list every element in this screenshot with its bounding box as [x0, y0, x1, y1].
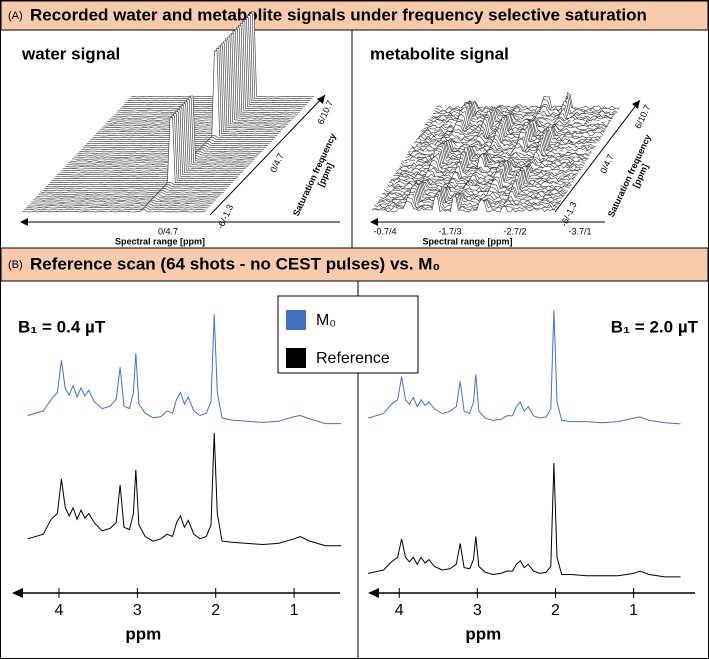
trace	[31, 199, 215, 203]
x-tick-label: 2	[551, 602, 560, 619]
x-tick-label: 4	[55, 602, 64, 619]
trace	[108, 34, 292, 121]
x-tick-label: 1	[290, 602, 299, 619]
trace	[68, 97, 252, 164]
trace	[23, 207, 207, 211]
trace	[105, 38, 289, 125]
trace	[29, 201, 213, 205]
trace	[55, 111, 239, 178]
trace	[36, 193, 220, 197]
x-axis-label: ppm	[125, 624, 161, 643]
x-axis-label: Spectral range [ppm]	[422, 236, 512, 246]
trace	[75, 152, 259, 156]
trace	[116, 26, 300, 113]
trace	[49, 116, 233, 184]
arrow	[317, 95, 325, 104]
trace	[64, 101, 248, 168]
trace	[112, 30, 296, 117]
trace	[103, 40, 287, 127]
trace	[57, 109, 241, 176]
trace	[44, 185, 228, 189]
trace	[25, 205, 209, 209]
trace	[27, 203, 211, 207]
spectrum-line	[27, 314, 342, 425]
trace	[21, 209, 206, 213]
trace	[53, 113, 237, 180]
x-tick-label: -3.7/1	[568, 226, 591, 236]
trace	[120, 23, 304, 109]
trace	[394, 159, 578, 177]
x-tick-label: 2	[211, 602, 220, 619]
trace	[417, 121, 601, 141]
x-tick-label: -1.7/3	[438, 226, 461, 236]
trace	[33, 197, 217, 201]
trace	[70, 95, 254, 162]
trace	[60, 105, 244, 172]
x-tick-label: 4	[395, 602, 404, 619]
arrow	[20, 218, 28, 226]
trace	[391, 163, 575, 183]
arrow	[12, 588, 23, 598]
x-axis-label: Spectral range [ppm]	[115, 236, 205, 246]
arrow	[370, 218, 378, 226]
x-tick-label: 3	[133, 602, 142, 619]
trace	[71, 156, 255, 160]
x-tick-label: -2.7/2	[503, 226, 526, 236]
arrow	[368, 588, 379, 598]
trace	[38, 191, 222, 195]
trace	[62, 103, 246, 170]
legend-swatch	[286, 348, 306, 368]
panel-title: Recorded water and metabolite signals un…	[30, 5, 647, 24]
spectrum-line	[27, 432, 342, 547]
x-tick-label: 0/4.7	[158, 226, 178, 236]
trace	[107, 36, 291, 123]
legend-label: M₀	[316, 312, 336, 329]
x-tick-label: -0.7/4	[373, 226, 396, 236]
arrow	[632, 100, 640, 109]
legend-swatch	[286, 310, 306, 330]
trace	[42, 187, 226, 191]
trace	[110, 32, 294, 119]
trace	[34, 195, 218, 199]
spectrum-line	[367, 309, 681, 425]
x-axis-label: ppm	[465, 624, 501, 643]
trace	[45, 184, 230, 187]
axis	[554, 99, 641, 213]
spectrum-line	[367, 462, 681, 578]
trace	[73, 154, 257, 158]
x-tick-label: 1	[629, 602, 638, 619]
panel-title: Reference scan (64 shots - no CEST pulse…	[30, 254, 440, 273]
header-b	[0, 247, 709, 282]
trace	[66, 99, 250, 166]
axis	[209, 94, 326, 216]
trace	[40, 190, 224, 193]
trace	[59, 107, 243, 174]
chart-title: B₁ = 0.4 µT	[18, 317, 106, 336]
legend-label: Reference	[316, 350, 390, 367]
subplot-title: water signal	[21, 44, 120, 63]
trace	[114, 28, 298, 115]
trace	[371, 195, 556, 213]
trace	[47, 181, 231, 186]
panel-label: (A)	[8, 10, 23, 22]
x-tick-label: 3	[473, 602, 482, 619]
panel-label: (B)	[8, 259, 23, 271]
trace	[118, 25, 302, 111]
trace	[419, 119, 604, 137]
trace	[51, 115, 235, 182]
header-a	[0, 0, 709, 31]
subplot-title: metabolite signal	[370, 44, 509, 63]
chart-title: B₁ = 2.0 µT	[611, 317, 699, 336]
